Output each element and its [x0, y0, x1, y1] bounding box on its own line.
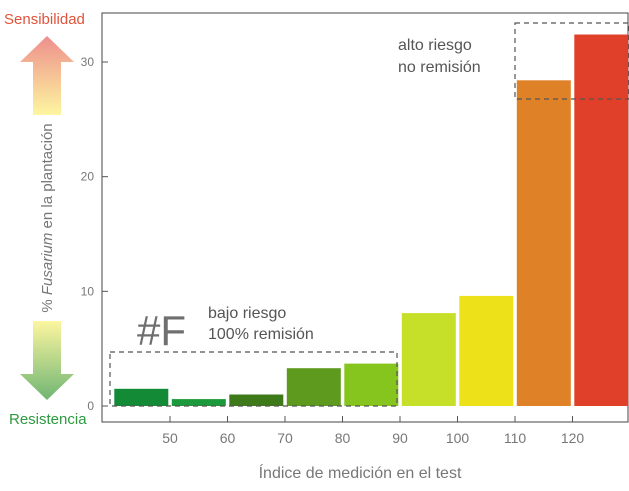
x-tick-label: 120 [561, 430, 585, 446]
x-tick-label: 100 [446, 430, 470, 446]
low-risk-line2: 100% remisión [208, 326, 314, 343]
sensitivity-label: Sensibilidad [4, 11, 85, 28]
y-tick-label: 0 [87, 399, 94, 413]
high-risk-line1: alto riesgo [398, 37, 472, 54]
bar [401, 313, 456, 406]
low-risk-line1: bajo riesgo [208, 305, 286, 322]
x-tick-label: 60 [220, 430, 236, 446]
x-tick-label: 80 [335, 430, 351, 446]
y-tick-label: 30 [81, 55, 95, 69]
bar [459, 295, 514, 406]
y-axis-label: % Fusarium en la plantación [39, 123, 56, 312]
high-risk-box [514, 22, 629, 100]
bar [516, 80, 571, 407]
bars [114, 34, 629, 407]
high-risk-line2: no remisión [398, 59, 481, 76]
y-axis-label-suffix: en la plantación [39, 123, 56, 232]
y-tick-label: 20 [81, 170, 95, 184]
y-axis: 0 10 20 30 [81, 55, 108, 413]
bar [229, 394, 284, 406]
bar [171, 399, 226, 406]
x-axis: 50 60 70 80 90 100 110 120 [162, 416, 584, 446]
x-axis-label: Índice de medición en el test [259, 463, 462, 482]
bar [574, 34, 629, 406]
y-axis-label-italic: Fusarium [39, 233, 56, 296]
y-tick-label: 10 [81, 284, 95, 298]
x-tick-label: 90 [392, 430, 408, 446]
resistance-label: Resistencia [9, 411, 87, 428]
x-tick-label: 50 [162, 430, 178, 446]
arrow-down-icon [20, 321, 74, 400]
x-tick-label: 110 [504, 430, 527, 446]
bar [114, 388, 169, 406]
low-risk-symbol: #F [137, 307, 186, 354]
arrow-up-icon [20, 36, 74, 115]
bar [286, 368, 341, 406]
x-tick-label: 70 [277, 430, 293, 446]
bar [344, 363, 399, 406]
y-axis-label-prefix: % [39, 295, 56, 313]
